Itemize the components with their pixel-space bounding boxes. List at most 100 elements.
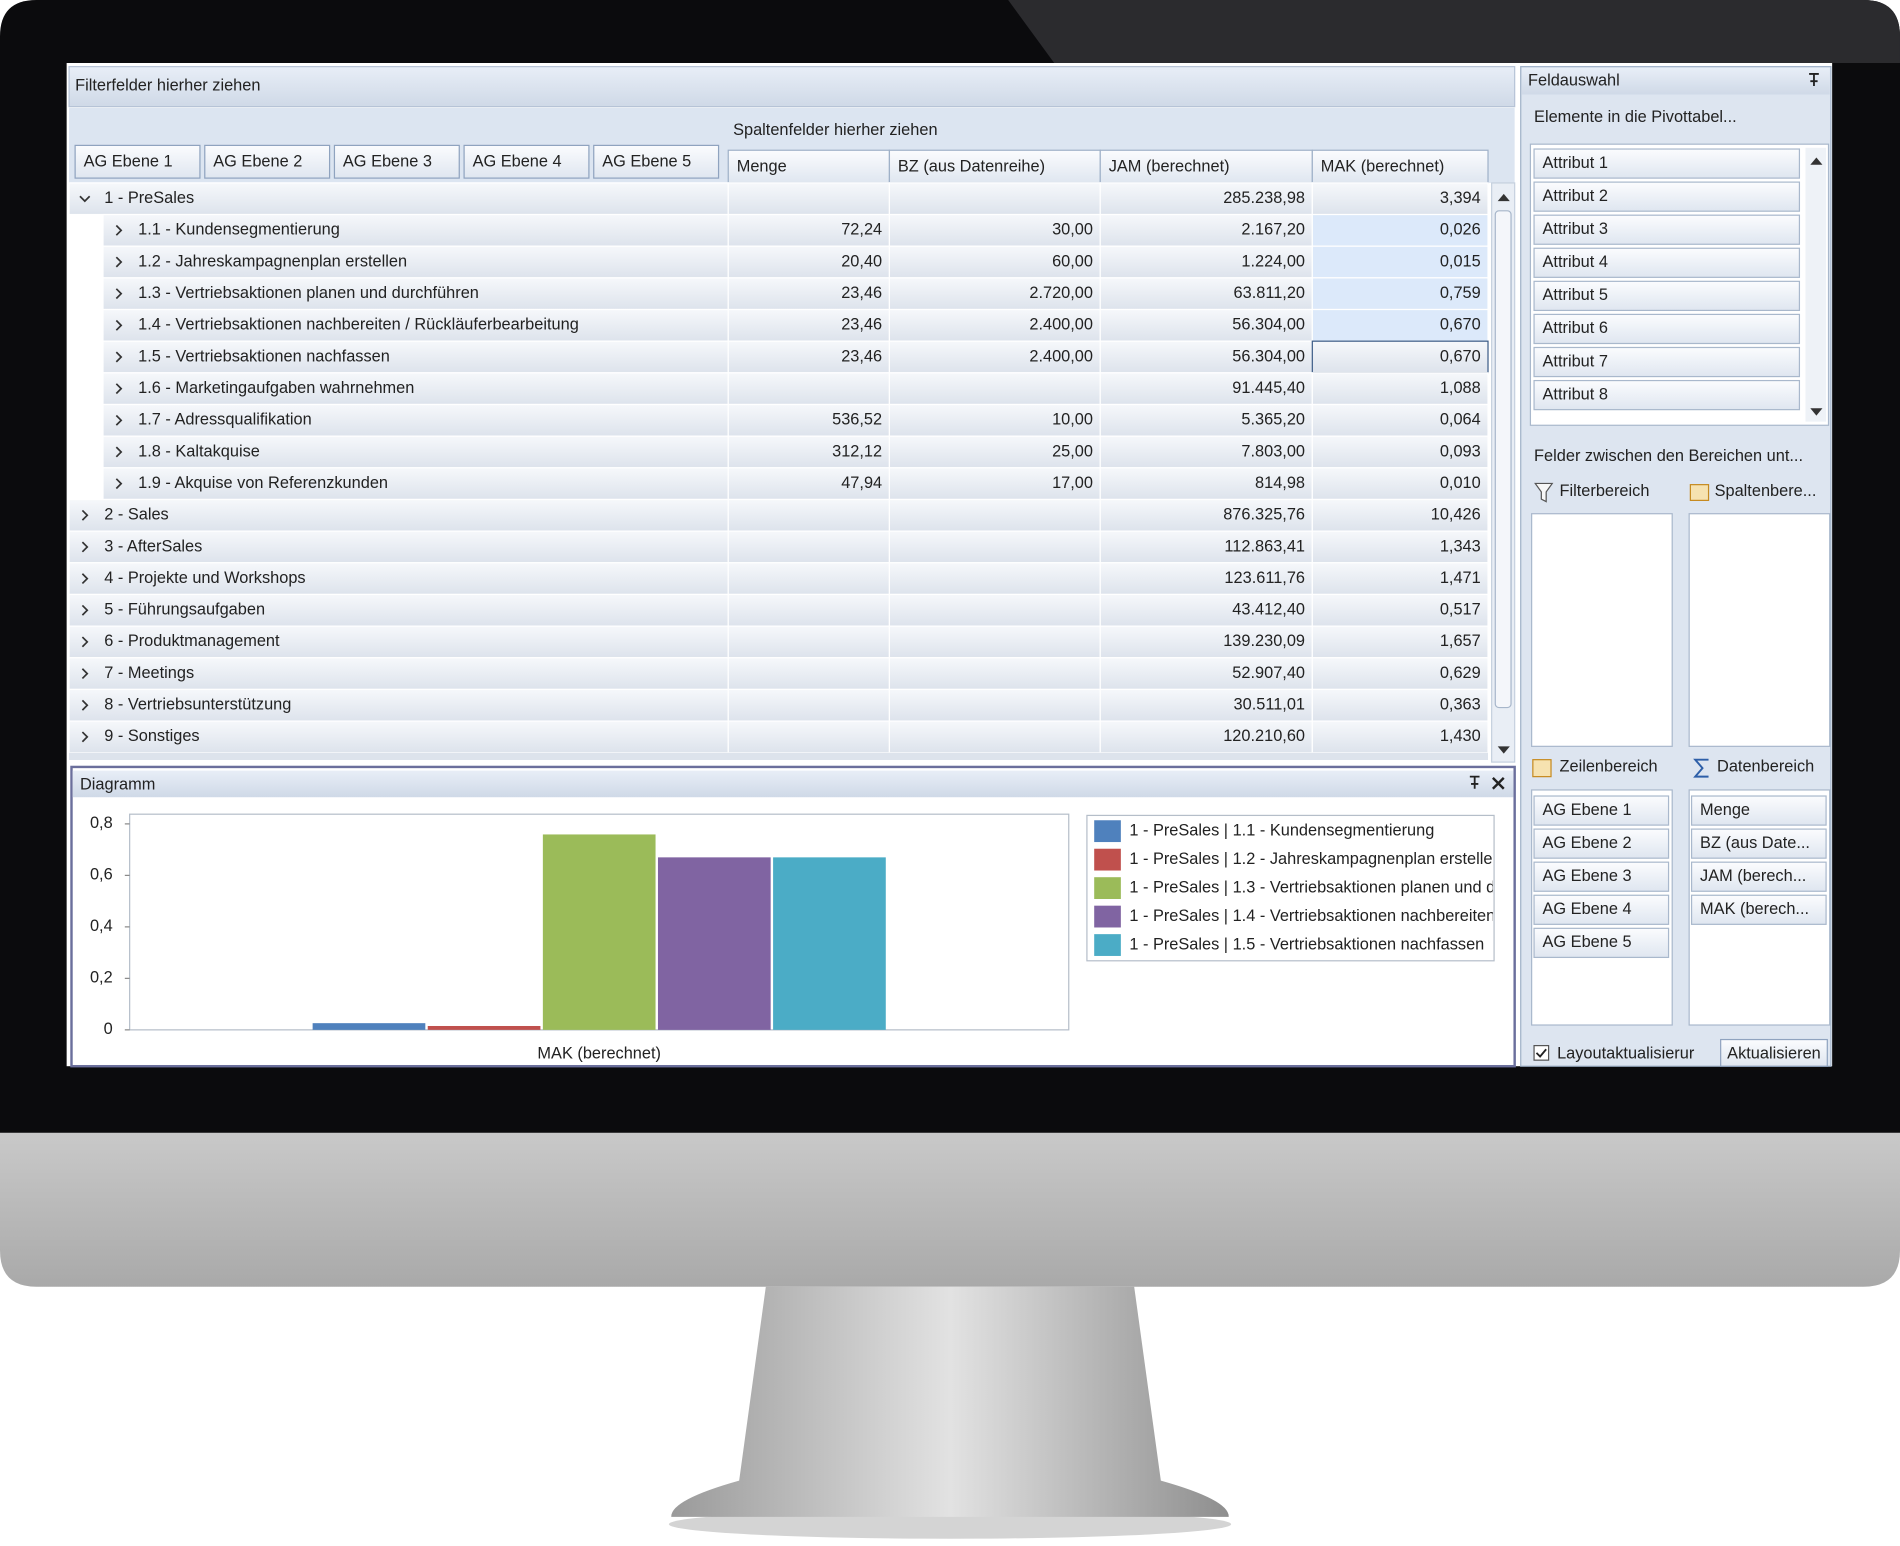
expand-icon[interactable] [115, 446, 123, 458]
scroll-thumb [1494, 210, 1512, 709]
row-area-item[interactable] [1533, 894, 1670, 925]
column-header[interactable] [1099, 149, 1313, 184]
cell-value: 814,98 [1255, 474, 1305, 492]
pin-icon[interactable] [1809, 72, 1819, 87]
row-area-item[interactable] [1533, 927, 1670, 959]
expand-icon[interactable] [115, 478, 123, 490]
column-header-label: JAM (berechnet) [1109, 158, 1230, 176]
expand-icon[interactable] [115, 288, 123, 300]
data-area-item[interactable] [1690, 861, 1827, 892]
row-area-item-label: AG Ebene 4 [1543, 900, 1632, 918]
field-list-header [1521, 67, 1830, 95]
cell [888, 277, 1101, 311]
cell-value: 2.167,20 [1241, 221, 1305, 239]
data-area-item[interactable] [1690, 828, 1827, 859]
attribute-item[interactable] [1533, 181, 1801, 212]
row-header [102, 245, 729, 279]
expand-icon[interactable] [81, 604, 89, 616]
expand-icon[interactable] [115, 383, 123, 395]
row-area-item[interactable] [1533, 861, 1670, 892]
cell-value: 10,00 [1052, 411, 1093, 429]
expand-icon[interactable] [81, 636, 89, 648]
close-icon[interactable] [1492, 776, 1505, 790]
cell-value: 0,670 [1440, 347, 1481, 365]
row-field-button[interactable] [74, 144, 201, 179]
expand-icon[interactable] [81, 541, 89, 553]
expand-icon[interactable] [115, 351, 123, 363]
expand-icon[interactable] [81, 668, 89, 680]
row-header [68, 498, 729, 532]
scroll-down[interactable] [1497, 746, 1510, 754]
row-area-item[interactable] [1533, 795, 1670, 826]
cell [727, 308, 891, 342]
row-label: 1.7 - Adressqualifikation [138, 411, 312, 429]
row-area-item[interactable] [1533, 828, 1670, 859]
grid-overflow [69, 752, 1489, 761]
cell-value: 1,471 [1440, 569, 1481, 587]
row-field-button[interactable] [204, 144, 331, 179]
cell [727, 435, 891, 469]
row-area-item-label: AG Ebene 2 [1543, 834, 1632, 852]
legend-swatch [1094, 848, 1121, 871]
cell [888, 372, 1101, 406]
cell-value: 56.304,00 [1232, 347, 1305, 365]
row-header [68, 625, 729, 659]
y-tick-label: 0,4 [90, 917, 113, 935]
expand-icon[interactable] [81, 699, 89, 711]
areas-hint: Felder zwischen den Bereichen unt... [1534, 447, 1803, 465]
cell-value: 312,12 [832, 442, 882, 460]
cell [1099, 562, 1313, 596]
legend [1086, 814, 1495, 962]
row-label: 9 - Sonstiges [104, 727, 199, 745]
column-drop-area [1688, 513, 1831, 747]
cell-value: 123.611,76 [1224, 569, 1305, 587]
update-button[interactable] [1720, 1038, 1828, 1067]
collapse-icon[interactable] [79, 195, 91, 203]
expand-icon[interactable] [81, 509, 89, 521]
attribute-item[interactable] [1533, 247, 1801, 278]
y-tick-label: 0,6 [90, 866, 113, 884]
column-header[interactable] [727, 149, 891, 184]
row-area-item-label: AG Ebene 3 [1543, 867, 1632, 885]
row-header [102, 403, 729, 437]
data-area-label: Datenbereich [1717, 757, 1814, 775]
stand [671, 1286, 1229, 1517]
cell [1311, 498, 1489, 532]
attribute-label: Attribut 1 [1543, 154, 1608, 172]
row-field-button[interactable] [593, 144, 720, 179]
attribute-item[interactable] [1533, 313, 1801, 345]
expand-icon[interactable] [115, 224, 123, 236]
defer-update-checkbox[interactable] [1533, 1045, 1550, 1061]
cell-value: 0,759 [1440, 284, 1481, 302]
cell [1311, 245, 1489, 279]
scroll-down[interactable] [1810, 408, 1823, 416]
cell-value: 876.325,76 [1223, 506, 1305, 524]
expand-icon[interactable] [81, 573, 89, 585]
attribute-scrollbar [1805, 147, 1827, 422]
legend-swatch [1094, 820, 1121, 843]
row-field-button[interactable] [333, 144, 460, 179]
attribute-item[interactable] [1533, 346, 1801, 378]
cell [888, 562, 1101, 596]
attribute-item[interactable] [1533, 214, 1801, 245]
scroll-up[interactable] [1810, 157, 1823, 165]
data-area-item[interactable] [1690, 894, 1827, 925]
chart-panel-title: Diagramm [80, 775, 155, 793]
expand-icon[interactable] [115, 414, 123, 426]
column-header[interactable] [1311, 149, 1489, 184]
attribute-item[interactable] [1533, 280, 1801, 312]
attribute-item[interactable] [1533, 148, 1801, 179]
expand-icon[interactable] [115, 319, 123, 331]
expand-icon[interactable] [81, 731, 89, 743]
expand-icon[interactable] [115, 256, 123, 268]
attribute-item[interactable] [1533, 379, 1801, 411]
row-field-button[interactable] [463, 144, 590, 179]
scroll-up[interactable] [1497, 193, 1510, 202]
data-area-item[interactable] [1690, 795, 1827, 826]
cell-value: 30.511,01 [1234, 696, 1306, 714]
row-header [68, 593, 729, 627]
cell [1099, 435, 1313, 469]
legend-swatch [1094, 877, 1121, 900]
pin-icon[interactable] [1469, 775, 1480, 789]
